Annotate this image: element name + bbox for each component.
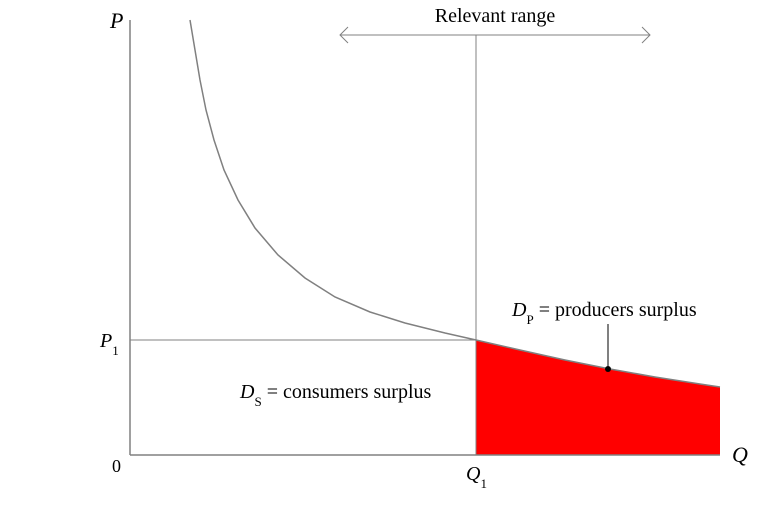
ds-label: DS = consumers surplus xyxy=(239,381,432,409)
dp-pointer-dot xyxy=(605,366,611,372)
producers-surplus-region xyxy=(476,340,720,455)
y-axis-label: P xyxy=(109,8,123,33)
x-axis-label: Q xyxy=(732,442,748,467)
dp-label: DP = producers surplus xyxy=(511,299,697,327)
economics-diagram: P Q 0 Relevant range P1 Q1 DS = consumers surp… xyxy=(0,0,770,528)
q1-label: Q1 xyxy=(466,463,487,491)
origin-label: 0 xyxy=(112,456,121,476)
range-label: Relevant range xyxy=(435,5,556,27)
p1-label: P1 xyxy=(99,330,119,358)
demand-curve xyxy=(190,20,720,387)
